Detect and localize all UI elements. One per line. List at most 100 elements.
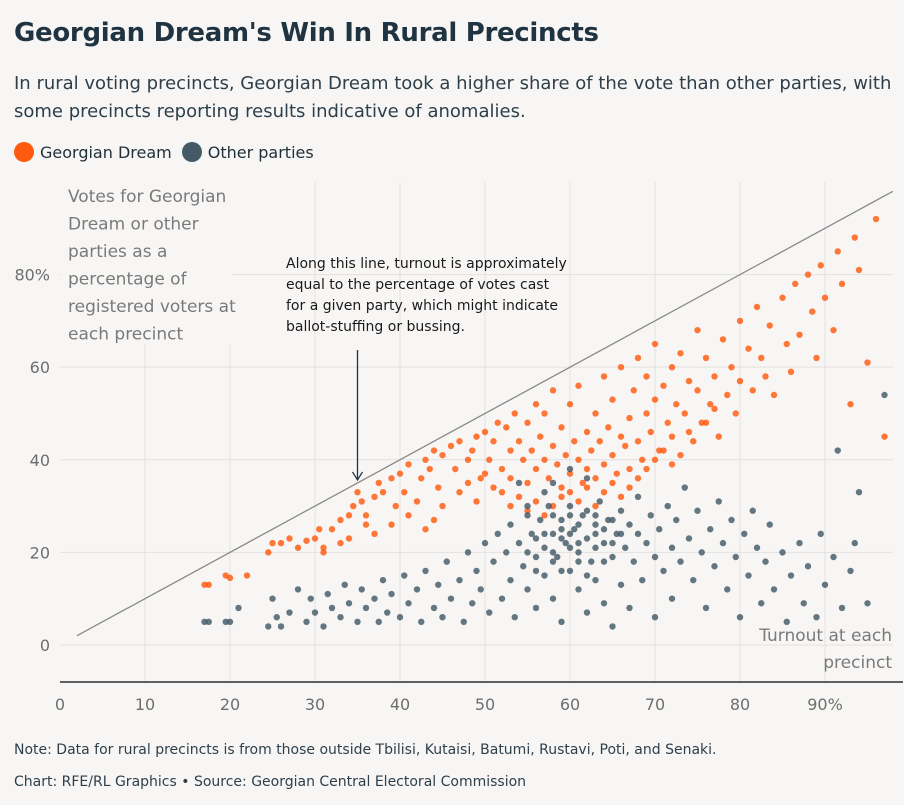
data-point: [787, 572, 795, 579]
data-point: [864, 359, 871, 366]
y-axis-label-line: parties as a: [68, 242, 167, 262]
data-point: [766, 322, 773, 329]
data-point: [537, 516, 544, 524]
data-point: [503, 424, 510, 431]
data-point: [384, 609, 391, 616]
data-point: [707, 401, 714, 408]
data-point: [592, 512, 599, 519]
data-point: [392, 502, 399, 510]
data-point: [711, 373, 718, 380]
data-point: [617, 507, 625, 514]
data-point: [405, 461, 412, 468]
data-point: [796, 539, 803, 547]
data-point: [609, 623, 616, 630]
reference-line: [76, 190, 894, 637]
data-point: [439, 613, 446, 621]
data-point: [588, 447, 595, 454]
x-tick-label: 60: [560, 695, 580, 714]
x-axis-label: Turnout at each precinct: [758, 626, 892, 673]
y-tick-label: 40: [30, 451, 50, 470]
data-point: [524, 586, 531, 593]
data-point: [379, 488, 387, 496]
data-point: [490, 558, 497, 565]
data-point: [464, 456, 472, 463]
x-tick-label: 70: [645, 695, 665, 714]
data-point: [439, 451, 446, 459]
data-point: [307, 595, 314, 602]
data-point: [715, 433, 722, 440]
data-point: [443, 558, 450, 565]
data-point: [235, 604, 242, 612]
y-axis-label-line: each precinct: [68, 325, 183, 345]
data-point: [566, 470, 574, 477]
data-point: [532, 567, 540, 575]
x-tick-label: 80: [730, 695, 750, 714]
data-point: [541, 572, 548, 579]
data-point: [707, 526, 714, 533]
y-axis-label-bg: [62, 182, 232, 344]
data-point: [328, 604, 336, 612]
data-point: [545, 502, 552, 510]
data-point: [583, 572, 591, 579]
data-point: [358, 498, 365, 505]
data-point: [396, 470, 404, 477]
data-point: [422, 526, 429, 533]
data-point: [694, 387, 701, 394]
data-point: [881, 391, 888, 399]
data-point: [566, 502, 574, 510]
data-point: [575, 521, 582, 528]
data-point: [600, 558, 608, 565]
data-point: [690, 576, 697, 584]
data-point: [817, 262, 824, 269]
data-point: [205, 618, 212, 626]
data-point: [324, 590, 331, 598]
data-point: [545, 475, 552, 482]
data-point: [711, 405, 718, 413]
data-point: [804, 563, 812, 570]
data-point: [337, 539, 344, 547]
data-point: [596, 498, 603, 505]
data-point: [600, 373, 608, 380]
data-point: [741, 530, 748, 538]
data-point: [566, 488, 574, 496]
data-point: [566, 530, 574, 538]
data-point: [592, 475, 599, 482]
data-point: [639, 576, 646, 584]
data-point: [732, 553, 739, 561]
data-point: [575, 498, 582, 505]
data-point: [600, 526, 608, 533]
data-point: [549, 512, 557, 519]
data-point: [388, 521, 395, 528]
y-axis-label: Votes for Georgian Dream or other parties …: [62, 182, 236, 345]
footnote: Note: Data for rural precincts is from t…: [14, 742, 717, 758]
data-point: [732, 410, 739, 417]
data-point: [719, 539, 727, 547]
data-point: [265, 549, 272, 556]
x-tick-label: 50: [475, 695, 495, 714]
data-point: [316, 526, 323, 533]
data-point: [532, 604, 540, 612]
data-point: [515, 438, 523, 445]
data-point: [490, 484, 497, 491]
data-point: [371, 530, 378, 538]
data-point: [515, 539, 523, 547]
data-point: [469, 447, 476, 454]
data-point: [792, 280, 799, 288]
data-point: [503, 549, 510, 556]
data-point: [439, 502, 446, 510]
data-point: [651, 456, 659, 463]
data-point: [456, 488, 463, 496]
data-point: [728, 363, 735, 371]
data-point: [524, 512, 531, 519]
data-point: [511, 613, 518, 621]
data-point: [668, 595, 676, 602]
data-point: [694, 326, 701, 334]
data-point: [541, 544, 548, 551]
data-point: [537, 433, 544, 440]
data-point: [362, 521, 370, 528]
data-point: [452, 465, 459, 473]
data-point: [435, 484, 442, 491]
data-point: [269, 595, 276, 602]
data-point: [549, 442, 557, 450]
data-point: [634, 438, 642, 445]
